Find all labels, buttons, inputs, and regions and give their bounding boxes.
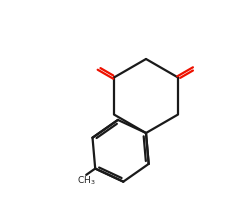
Text: CH$_3$: CH$_3$ <box>77 175 96 187</box>
